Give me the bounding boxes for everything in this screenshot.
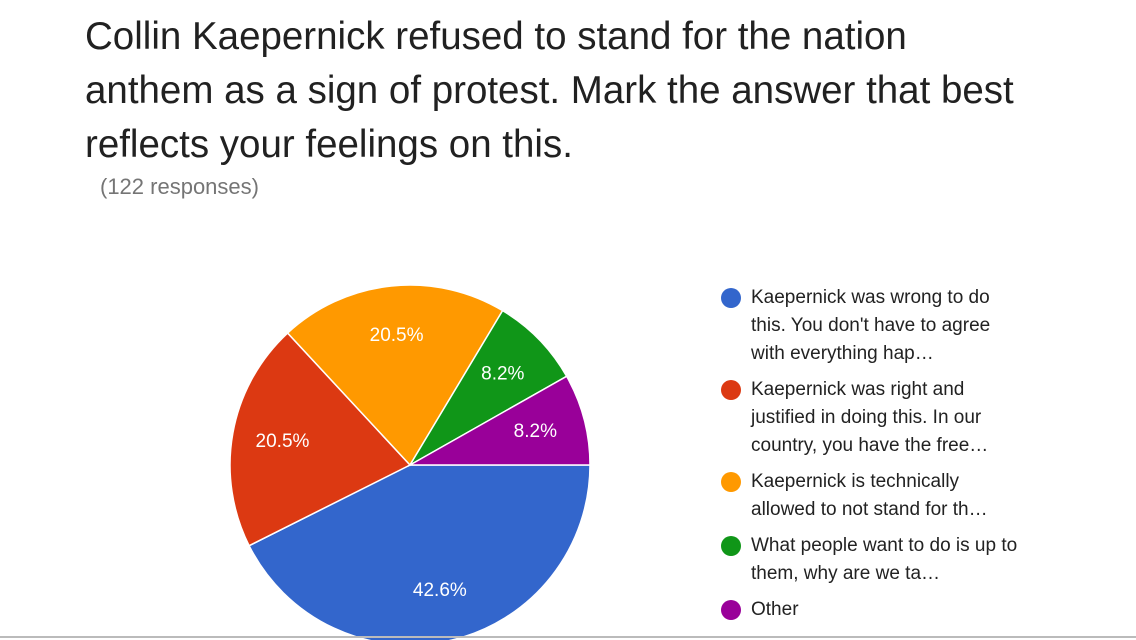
legend-entry: What people want to do is up to them, wh… <box>720 532 1020 588</box>
slice-label: 20.5% <box>256 431 310 452</box>
legend-entry: Other <box>720 596 1020 624</box>
legend-entry: Kaepernick was right and justified in do… <box>720 376 1020 460</box>
slice-label: 8.2% <box>514 421 557 442</box>
legend-label: Kaepernick was right and justified in do… <box>751 379 989 456</box>
legend: Kaepernick was wrong to do this. You don… <box>720 284 1020 632</box>
pie-slice <box>248 464 591 640</box>
slice-label: 42.6% <box>413 580 467 601</box>
slice-label: 20.5% <box>370 325 424 346</box>
pie-slice <box>407 375 591 466</box>
legend-entry: Kaepernick is technically allowed to not… <box>720 468 1020 524</box>
legend-entry: Kaepernick was wrong to do this. You don… <box>720 284 1020 368</box>
legend-swatch <box>721 288 741 308</box>
pie-slice <box>229 331 412 547</box>
pie-slice <box>286 284 504 467</box>
divider <box>0 636 1136 638</box>
legend-label: Kaepernick was wrong to do this. You don… <box>751 287 991 364</box>
legend-swatch <box>721 536 741 556</box>
legend-swatch <box>721 600 741 620</box>
legend-swatch <box>721 472 741 492</box>
legend-label: Other <box>751 599 799 620</box>
chart-subtitle: (122 responses) <box>100 174 259 199</box>
chart-title: Collin Kaepernick refused to stand for t… <box>85 15 1014 166</box>
legend-swatch <box>721 380 741 400</box>
legend-label: Kaepernick is technically allowed to not… <box>751 471 988 520</box>
pie-slice <box>407 309 568 468</box>
slice-label: 8.2% <box>481 364 524 385</box>
legend-label: What people want to do is up to them, wh… <box>751 535 1018 584</box>
